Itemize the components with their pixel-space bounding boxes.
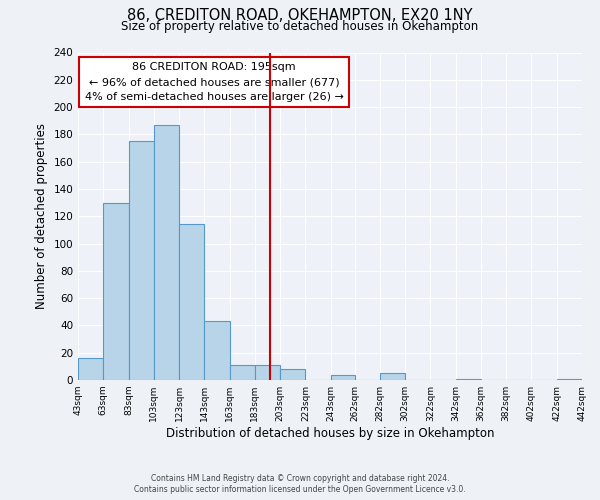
Text: Contains HM Land Registry data © Crown copyright and database right 2024.
Contai: Contains HM Land Registry data © Crown c… — [134, 474, 466, 494]
Y-axis label: Number of detached properties: Number of detached properties — [35, 123, 48, 309]
Text: 86, CREDITON ROAD, OKEHAMPTON, EX20 1NY: 86, CREDITON ROAD, OKEHAMPTON, EX20 1NY — [127, 8, 473, 22]
Text: 86 CREDITON ROAD: 195sqm
← 96% of detached houses are smaller (677)
4% of semi-d: 86 CREDITON ROAD: 195sqm ← 96% of detach… — [85, 62, 344, 102]
Bar — [280, 369, 305, 380]
Bar — [205, 322, 230, 380]
Bar — [230, 365, 255, 380]
Bar — [78, 358, 103, 380]
Bar — [455, 378, 481, 380]
Bar — [103, 202, 128, 380]
Text: Size of property relative to detached houses in Okehampton: Size of property relative to detached ho… — [121, 20, 479, 33]
Bar — [331, 374, 355, 380]
Bar — [179, 224, 205, 380]
Bar — [154, 125, 179, 380]
Bar — [380, 373, 405, 380]
X-axis label: Distribution of detached houses by size in Okehampton: Distribution of detached houses by size … — [166, 427, 494, 440]
Bar — [255, 365, 280, 380]
Bar — [557, 378, 582, 380]
Bar — [128, 141, 154, 380]
